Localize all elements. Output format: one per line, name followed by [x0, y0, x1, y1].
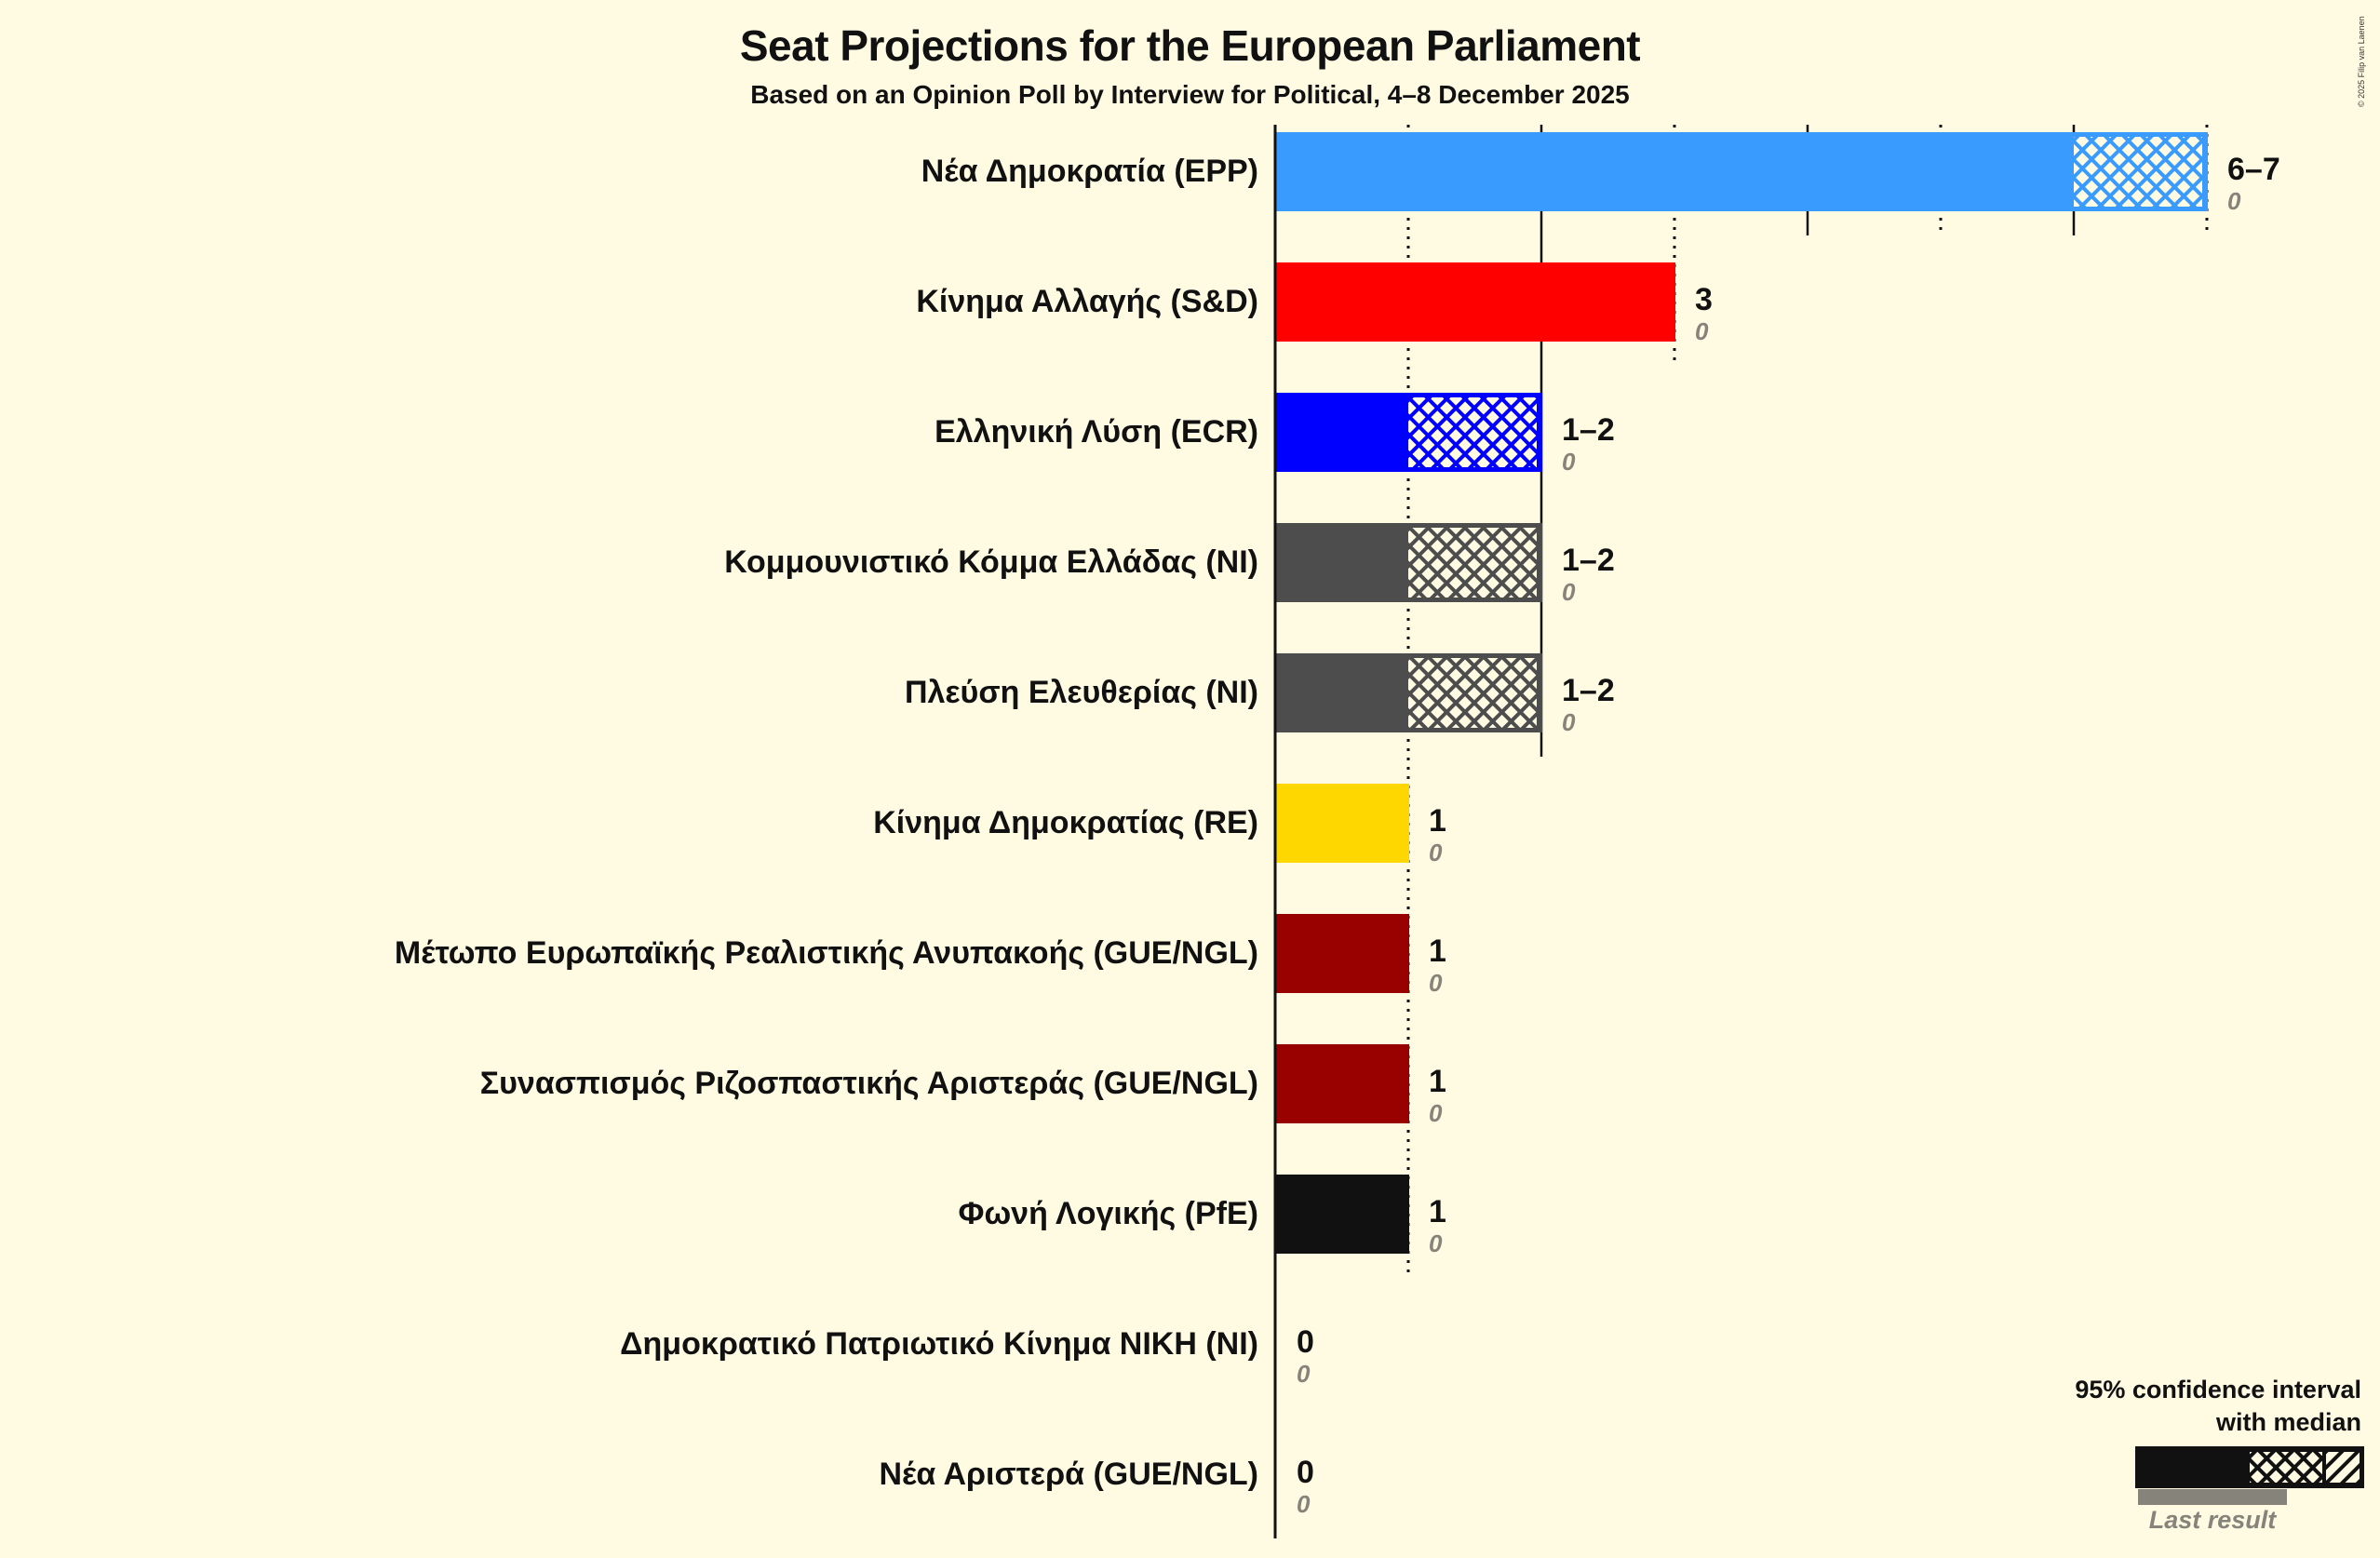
party-label: Ελληνική Λύση (ECR): [935, 414, 1258, 450]
legend-upper-hatch: [2326, 1452, 2360, 1483]
seat-range-label: 0: [1297, 1324, 1314, 1360]
party-label: Πλεύση Ελευθερίας (NI): [904, 675, 1258, 710]
bar-7: [1274, 1044, 1409, 1123]
party-label: Δημοκρατικό Πατριωτικό Κίνημα ΝΙΚΗ (NI): [620, 1326, 1258, 1362]
legend-last-result-bar: [2138, 1489, 2287, 1505]
last-result-label: 0: [1695, 317, 1709, 345]
seat-range-label: 1: [1429, 933, 1446, 969]
party-label: Νέα Δημοκρατία (EPP): [921, 154, 1258, 189]
party-label: Συνασπισμός Ριζοσπαστικής Αριστεράς (GUE…: [479, 1066, 1258, 1101]
seat-range-label: 0: [1297, 1455, 1314, 1490]
last-result-label: 0: [1429, 1099, 1443, 1127]
seat-range-label: 1: [1429, 1194, 1446, 1229]
legend-median-hatch: [2250, 1452, 2322, 1483]
bar-1: [1274, 262, 1675, 342]
seat-range-label: 3: [1695, 282, 1713, 317]
seat-range-label: 1: [1429, 803, 1446, 839]
seat-range-label: 6–7: [2227, 152, 2280, 187]
chart-subtitle: Based on an Opinion Poll by Interview fo…: [750, 80, 1630, 109]
bar-8: [1274, 1175, 1409, 1254]
bars: [1274, 132, 2208, 1254]
seat-range-label: 1–2: [1562, 543, 1615, 578]
bar-ci-hatch-3: [1408, 528, 1537, 598]
bar-6: [1274, 914, 1409, 993]
legend-title-line2: with median: [2215, 1408, 2361, 1436]
bar-ci-hatch-4: [1408, 658, 1537, 728]
last-result-label: 0: [1429, 969, 1443, 997]
seat-range-label: 1: [1429, 1064, 1446, 1099]
party-label: Φωνή Λογικής (PfE): [958, 1196, 1258, 1231]
last-result-label: 0: [1562, 578, 1576, 606]
party-label: Μέτωπο Ευρωπαϊκής Ρεαλιστικής Ανυπακοής …: [394, 935, 1258, 971]
legend-title: 95% confidence interval with median: [1989, 1374, 2361, 1439]
party-label: Κομμουνιστικό Κόμμα Ελλάδας (NI): [724, 544, 1258, 580]
legend-graphic: [2135, 1446, 2364, 1505]
last-result-label: 0: [1562, 448, 1576, 476]
last-result-label: 0: [1429, 1229, 1443, 1257]
bar-0: [1274, 132, 2208, 211]
legend-last-result-label: Last result: [2148, 1506, 2277, 1534]
party-label: Κίνημα Αλλαγής (S&D): [916, 284, 1258, 319]
last-result-label: 0: [1562, 708, 1576, 736]
bar-ci-hatch-0: [2074, 137, 2202, 207]
bar-ci-hatch-2: [1408, 397, 1537, 467]
last-result-label: 0: [2227, 187, 2241, 215]
seat-range-label: 1–2: [1562, 412, 1615, 448]
party-label: Κίνημα Δημοκρατίας (RE): [873, 805, 1258, 840]
legend-title-line1: 95% confidence interval: [2075, 1376, 2361, 1404]
last-result-label: 0: [1297, 1360, 1311, 1388]
bar-5: [1274, 784, 1409, 863]
party-label: Νέα Αριστερά (GUE/NGL): [879, 1457, 1258, 1492]
last-result-label: 0: [1297, 1490, 1311, 1518]
chart-title: Seat Projections for the European Parlia…: [739, 21, 1641, 70]
last-result-label: 0: [1429, 839, 1443, 866]
seat-range-label: 1–2: [1562, 673, 1615, 708]
